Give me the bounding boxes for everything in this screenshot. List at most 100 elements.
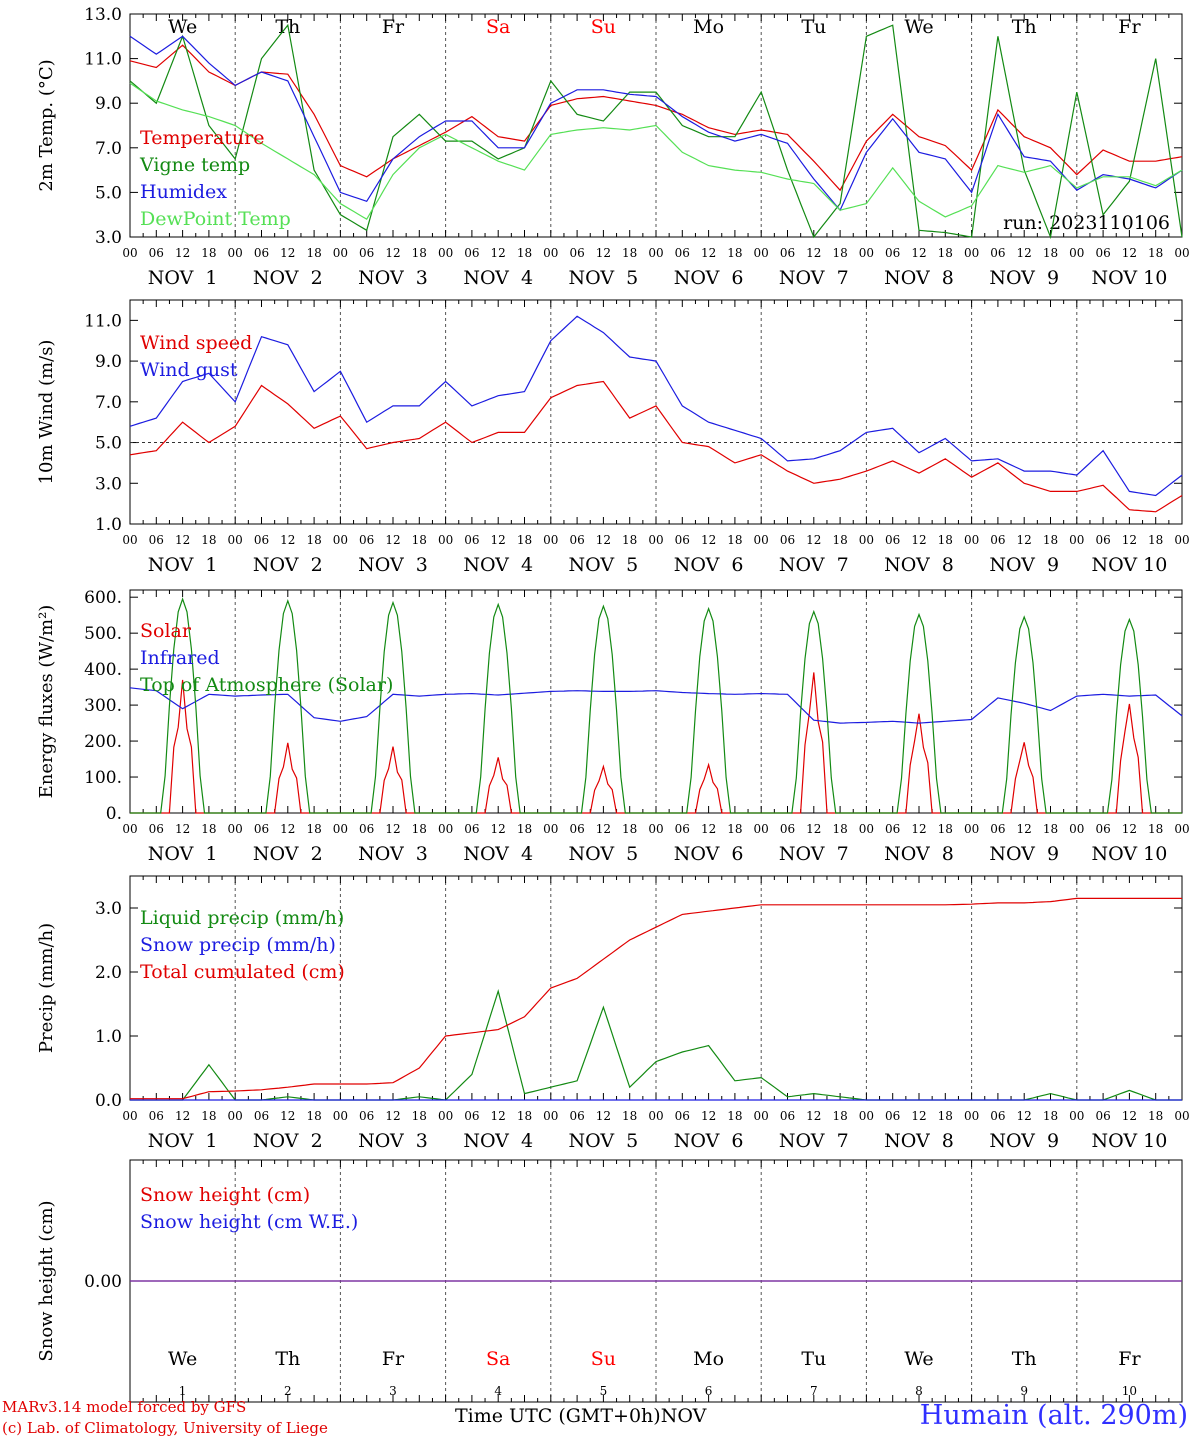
hour-tick-label: 06	[885, 246, 900, 260]
hour-tick-label: 18	[832, 246, 847, 260]
y-tick-label: 7.0	[95, 393, 122, 413]
hour-tick-label: 12	[491, 246, 506, 260]
hour-tick-label: 18	[727, 533, 742, 547]
hour-tick-label: 18	[938, 1109, 953, 1123]
day-name: Th	[1012, 1348, 1037, 1370]
hour-tick-label: 06	[149, 1109, 164, 1123]
hour-tick-label: 06	[780, 1109, 795, 1123]
date-label: NOV 8	[884, 267, 954, 289]
hour-tick-label: 00	[754, 1109, 769, 1123]
y-tick-label: 1.0	[95, 1027, 122, 1047]
hour-tick-label: 00	[228, 533, 243, 547]
hour-tick-label: 18	[1043, 1109, 1058, 1123]
y-axis-label: 10m Wind (m/s)	[36, 340, 57, 485]
hour-tick-label: 00	[228, 1109, 243, 1123]
series-line	[130, 597, 1182, 814]
day-name: Su	[591, 16, 616, 38]
y-axis-label: Snow height (cm)	[36, 1200, 57, 1361]
hour-tick-label: 18	[938, 822, 953, 836]
hour-tick-label: 06	[149, 822, 164, 836]
plot-frame	[129, 589, 1183, 814]
hour-tick-label: 06	[464, 1109, 479, 1123]
panel-temperature: 3.0 5.0 7.0 9.0 11.0 13.0 2m Temp. (°C) 00 06 12 1…	[36, 5, 1190, 289]
hour-tick-label: 12	[280, 1109, 295, 1123]
hour-tick-label: 06	[885, 533, 900, 547]
hour-tick-label: 18	[517, 533, 532, 547]
hour-tick-label: 00	[754, 246, 769, 260]
day-name: We	[904, 16, 933, 38]
series-line	[129, 380, 1183, 513]
hour-tick-label: 06	[359, 822, 374, 836]
hour-tick-label: 12	[701, 533, 716, 547]
series-line	[130, 897, 1182, 1100]
y-tick-label: 3.0	[95, 899, 122, 919]
run-annotation: run: 2023110106	[1003, 212, 1170, 234]
date-label: NOV 7	[779, 1130, 849, 1152]
day-number: 1	[179, 1384, 187, 1398]
day-number: 9	[1020, 1384, 1028, 1398]
model-credit: MARv3.14 model forced by GFS	[2, 1398, 247, 1416]
hour-tick-label: 00	[122, 533, 137, 547]
y-tick-label: 13.0	[84, 5, 122, 25]
hour-tick-label: 18	[412, 822, 427, 836]
hour-tick-label: 18	[201, 822, 216, 836]
hour-tick-label: 12	[1017, 533, 1032, 547]
date-label: NOV 9	[989, 843, 1059, 865]
hour-tick-label: 00	[438, 246, 453, 260]
y-tick-label: 3.0	[95, 228, 122, 248]
hour-tick-label: 12	[491, 533, 506, 547]
legend-entry: Infrared	[140, 647, 220, 669]
date-label: NOV 2	[253, 1130, 323, 1152]
hour-tick-label: 00	[964, 246, 979, 260]
panel-energy: 0. 100. 200. 300. 400. 500. 600. Energy fluxes …	[36, 588, 1190, 865]
hour-tick-label: 18	[1148, 822, 1163, 836]
y-tick-label: 9.0	[95, 352, 122, 372]
date-label: NOV 6	[674, 554, 744, 576]
hour-tick-label: 18	[727, 1109, 742, 1123]
hour-tick-label: 06	[254, 533, 269, 547]
hour-tick-label: 12	[1017, 822, 1032, 836]
time-axis-title: Time UTC (GMT+0h)NOV	[455, 1405, 706, 1427]
date-label: NOV 1	[148, 267, 218, 289]
date-label: NOV 9	[989, 554, 1059, 576]
hour-tick-label: 12	[491, 1109, 506, 1123]
legend-entry: Liquid precip (mm/h)	[140, 907, 344, 929]
hour-tick-label: 06	[780, 533, 795, 547]
hour-tick-label: 06	[359, 533, 374, 547]
hour-tick-label: 06	[990, 533, 1005, 547]
date-label: NOV 7	[779, 267, 849, 289]
hour-tick-label: 18	[306, 533, 321, 547]
date-label: NOV 2	[253, 843, 323, 865]
hour-tick-label: 06	[464, 822, 479, 836]
hour-tick-label: 06	[149, 533, 164, 547]
hour-tick-label: 00	[438, 1109, 453, 1123]
y-axis-label: Precip (mm/h)	[36, 923, 57, 1053]
hour-tick-label: 18	[1043, 822, 1058, 836]
hour-tick-label: 06	[675, 246, 690, 260]
date-label: NOV 3	[358, 267, 428, 289]
date-label: NOV 5	[569, 554, 639, 576]
hour-tick-label: 06	[569, 246, 584, 260]
date-label: NOV 6	[674, 843, 744, 865]
day-name: Fr	[1118, 16, 1141, 38]
panel-wind: 1.0 3.0 5.0 7.0 9.0 11.0 10m Wind (m/s) 00 06 12 1…	[36, 299, 1190, 576]
hour-tick-label: 06	[359, 246, 374, 260]
hour-tick-label: 06	[675, 822, 690, 836]
date-label: NOV 5	[569, 1130, 639, 1152]
hour-tick-label: 18	[622, 246, 637, 260]
date-label: NOV 9	[989, 1130, 1059, 1152]
day-name: Fr	[1118, 1348, 1141, 1370]
hour-tick-label: 12	[806, 533, 821, 547]
hour-tick-label: 12	[1122, 533, 1137, 547]
hour-tick-label: 06	[569, 1109, 584, 1123]
hour-tick-label: 00	[122, 246, 137, 260]
hour-tick-label: 06	[885, 1109, 900, 1123]
hour-tick-label: 00	[333, 246, 348, 260]
hour-tick-label: 18	[1043, 246, 1058, 260]
legend-entry: Snow height (cm W.E.)	[140, 1211, 358, 1233]
hour-tick-label: 00	[1174, 246, 1189, 260]
day-name: We	[904, 1348, 933, 1370]
legend-entry: Temperature	[140, 127, 264, 149]
day-name: Tu	[801, 1348, 826, 1370]
